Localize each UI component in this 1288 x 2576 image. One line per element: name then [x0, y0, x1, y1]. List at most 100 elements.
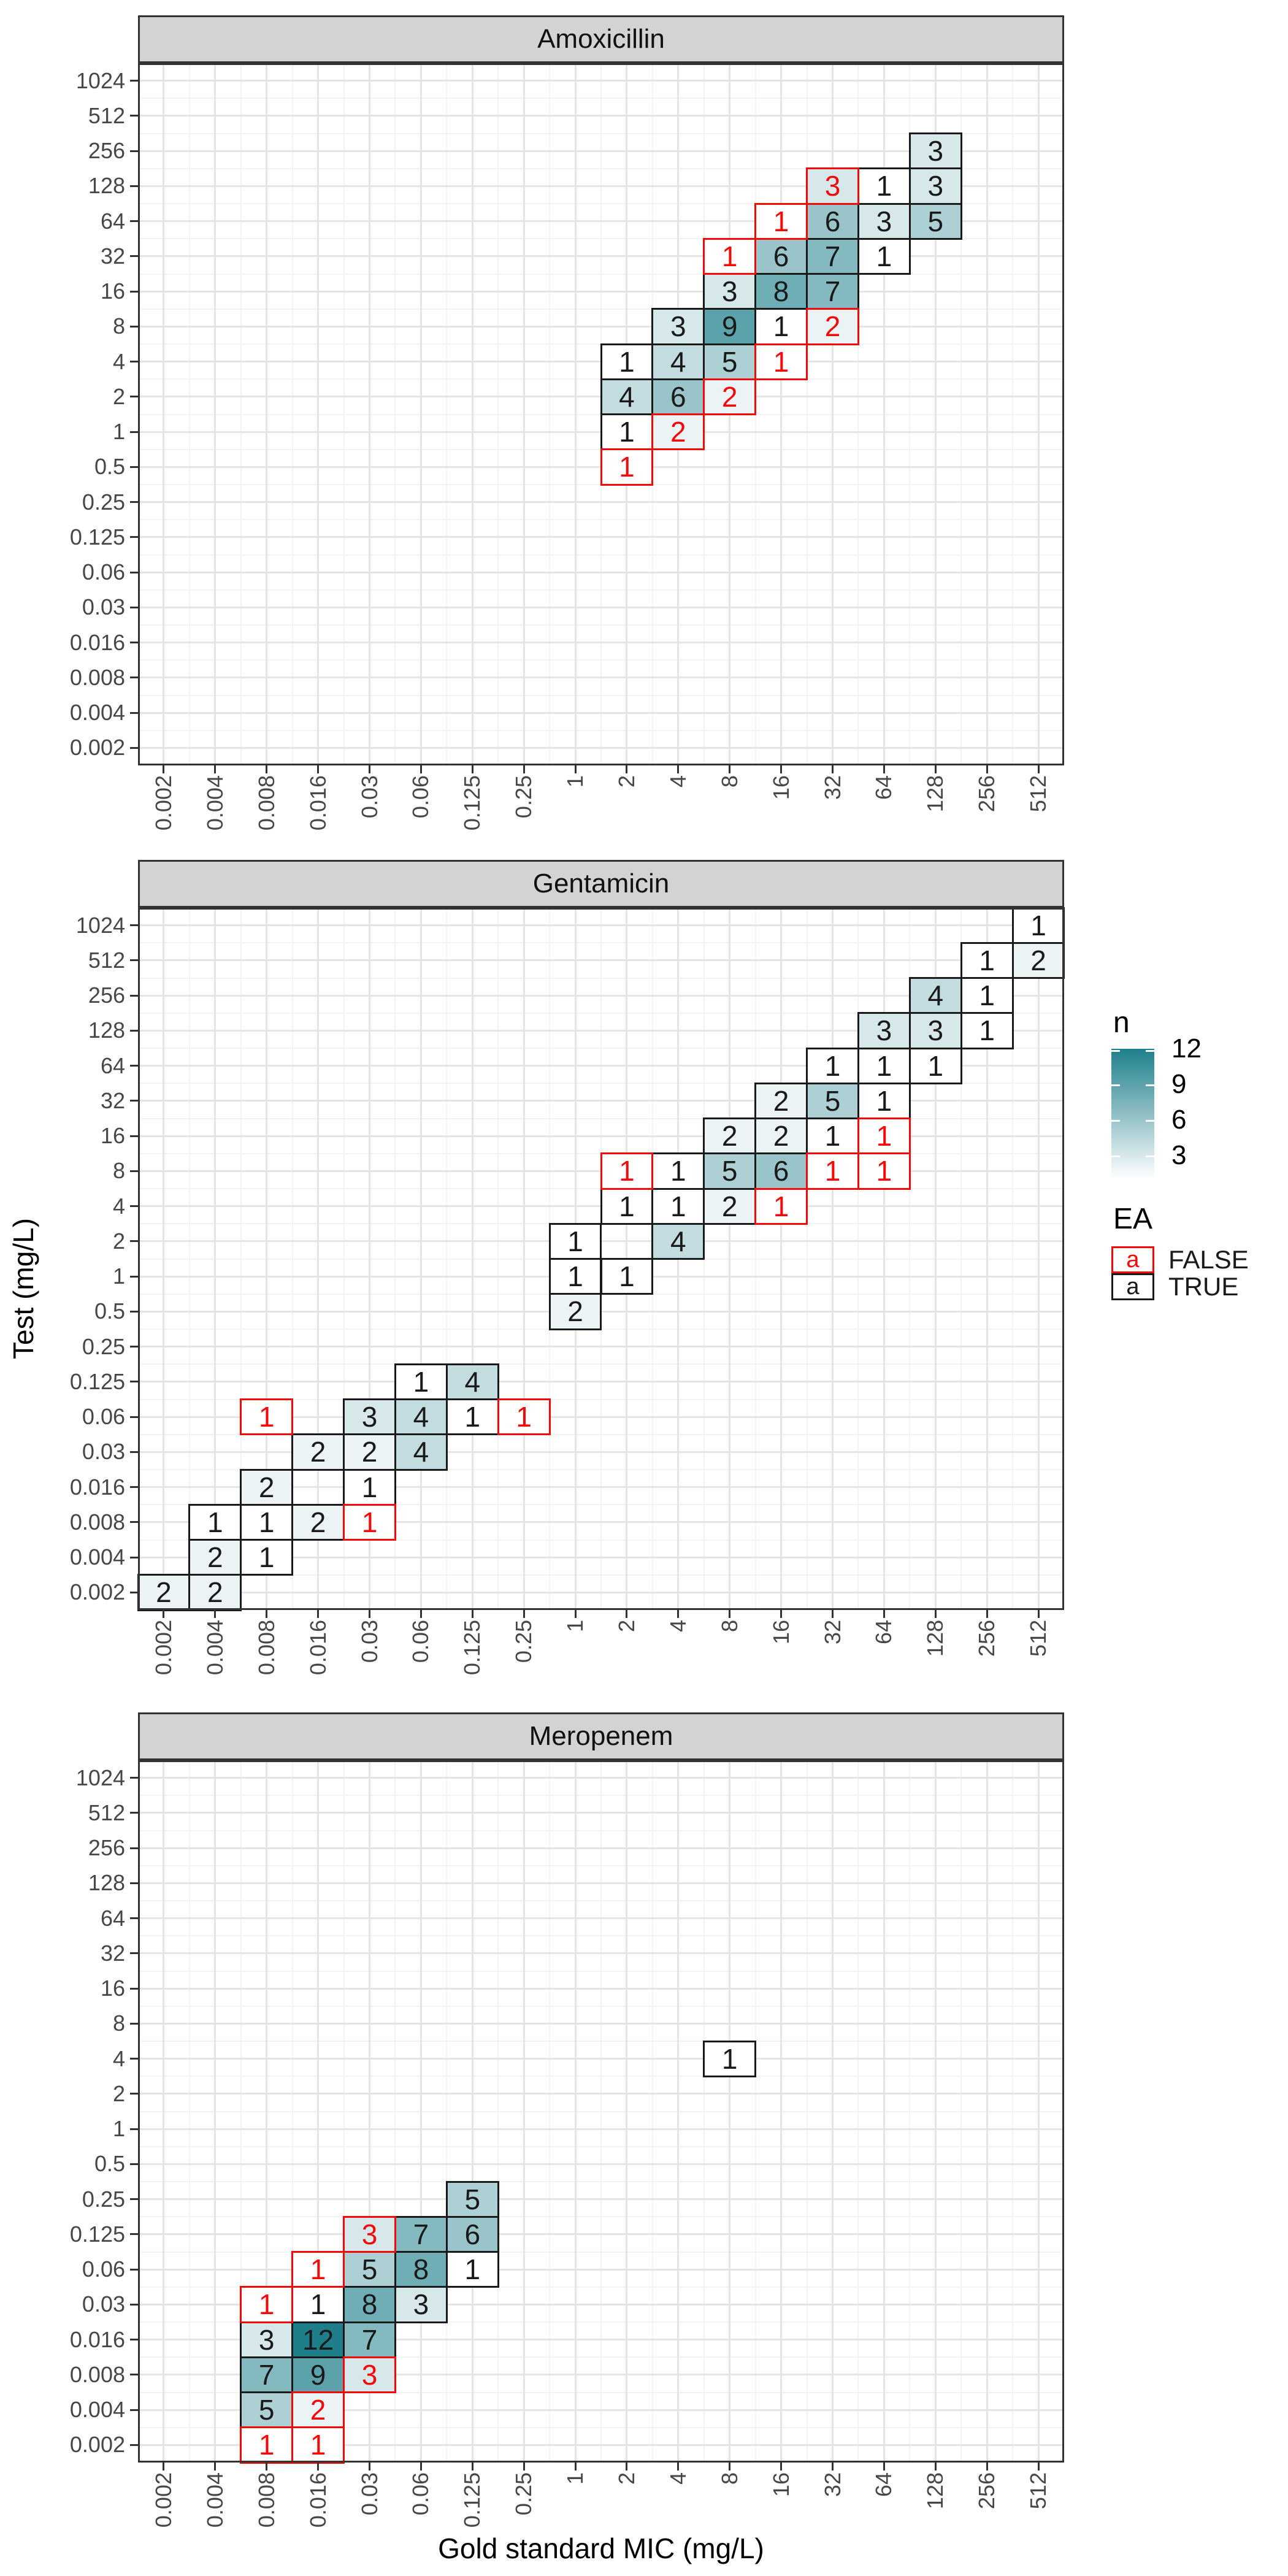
grid-major-v — [832, 63, 834, 765]
legend-tick-label: 12 — [1171, 1033, 1202, 1064]
mic-cell: 5 — [703, 1152, 757, 1190]
mic-cell: 1 — [548, 1258, 602, 1295]
legend-tick-mark — [1146, 1084, 1154, 1086]
x-tick-label: 128 — [922, 2472, 948, 2510]
facet-title: Amoxicillin — [537, 24, 665, 54]
x-tick — [934, 1610, 937, 1618]
y-tick-label: 0.002 — [69, 1579, 125, 1605]
grid-major-v — [574, 63, 577, 765]
cell-value: 1 — [413, 1365, 429, 1398]
mic-cell: 1 — [600, 413, 654, 451]
grid-major-v — [986, 63, 988, 765]
cell-value: 4 — [927, 979, 944, 1012]
mic-cell: 4 — [600, 378, 654, 415]
mic-cell: 3 — [908, 132, 962, 170]
mic-cell: 3 — [857, 202, 911, 240]
mic-cell: 2 — [548, 1293, 602, 1330]
y-tick — [130, 1486, 138, 1489]
cell-value: 2 — [361, 1436, 378, 1468]
y-tick — [130, 361, 138, 363]
y-tick-label: 256 — [88, 138, 125, 164]
legend-tick-mark — [1146, 1119, 1154, 1122]
grid-minor-h — [138, 1363, 1064, 1365]
cell-value: 4 — [413, 1436, 429, 1468]
grid-major-h — [138, 1952, 1064, 1955]
cell-value: 8 — [361, 2288, 378, 2321]
y-tick-label: 0.004 — [69, 700, 125, 726]
cell-value: 2 — [310, 2394, 326, 2426]
y-tick-label: 512 — [88, 102, 125, 128]
y-tick-label: 0.25 — [82, 2186, 125, 2212]
grid-major-v — [883, 1760, 885, 2463]
x-tick — [523, 765, 525, 773]
y-tick — [130, 2198, 138, 2201]
x-tick-label: 2 — [613, 2472, 639, 2485]
y-tick-label: 1 — [112, 1263, 125, 1289]
cell-value: 1 — [258, 1401, 275, 1433]
cell-value: 2 — [207, 1576, 223, 1609]
legend-tick-mark — [1111, 1050, 1120, 1052]
y-tick — [130, 2163, 138, 2165]
y-tick-label: 64 — [100, 1052, 125, 1078]
cell-value: 7 — [824, 275, 841, 308]
y-tick — [130, 2374, 138, 2376]
cell-value: 5 — [927, 205, 944, 237]
y-tick — [130, 1451, 138, 1453]
y-tick — [130, 924, 138, 927]
grid-minor-h — [138, 1048, 1064, 1049]
legend-n-title: n — [1113, 1006, 1130, 1039]
cell-value: 1 — [258, 1506, 275, 1538]
x-tick-label: 0.03 — [356, 2472, 382, 2516]
x-tick-label: 0.06 — [408, 2472, 434, 2516]
x-tick — [729, 765, 731, 773]
mic-cell: 1 — [651, 1152, 705, 1190]
y-tick-label: 256 — [88, 983, 125, 1008]
y-tick-label: 0.06 — [82, 559, 125, 585]
mic-cell: 3 — [651, 308, 705, 345]
grid-major-h — [138, 2303, 1064, 2306]
cell-value: 1 — [361, 1471, 378, 1503]
mic-cell: 1 — [240, 1503, 294, 1541]
mic-cell: 1 — [703, 237, 757, 275]
y-tick — [130, 994, 138, 997]
mic-cell: 8 — [394, 2251, 448, 2288]
mic-cell: 2 — [291, 1433, 345, 1471]
y-tick-label: 0.002 — [69, 735, 125, 761]
x-tick-label: 1 — [562, 775, 588, 788]
cell-value: 7 — [824, 240, 841, 272]
grid-major-h — [138, 1556, 1064, 1558]
mic-cell: 1 — [960, 977, 1014, 1014]
cell-value: 1 — [773, 345, 789, 378]
mic-cell: 3 — [703, 273, 757, 310]
y-tick-label: 0.125 — [69, 524, 125, 550]
grid-major-h — [138, 1135, 1064, 1137]
y-tick-label: 512 — [88, 947, 125, 973]
cell-value: 1 — [876, 1084, 892, 1117]
y-tick-label: 1024 — [75, 67, 125, 93]
x-tick-label: 0.016 — [305, 2472, 331, 2528]
cell-value: 2 — [721, 1190, 738, 1222]
cell-value: 4 — [619, 380, 635, 413]
grid-major-h — [138, 1100, 1064, 1102]
y-tick — [130, 1170, 138, 1172]
mic-cell: 1 — [600, 1258, 654, 1295]
x-tick-label: 4 — [665, 1620, 691, 1633]
y-tick — [130, 2303, 138, 2306]
mic-cell: 5 — [908, 202, 962, 240]
grid-major-v — [729, 1760, 731, 2463]
cell-value: 5 — [721, 1155, 738, 1187]
y-tick — [130, 1029, 138, 1032]
grid-major-v — [986, 908, 988, 1610]
mic-cell: 1 — [754, 202, 808, 240]
legend-tick-mark — [1146, 1155, 1154, 1157]
x-tick — [677, 765, 680, 773]
y-tick-label: 0.5 — [94, 2151, 125, 2177]
grid-major-h — [138, 1381, 1064, 1383]
grid-major-h — [138, 1591, 1064, 1593]
cell-value: 3 — [876, 1014, 892, 1047]
cell-value: 1 — [258, 2288, 275, 2321]
x-tick-label: 0.125 — [459, 1620, 485, 1676]
cell-value: 4 — [464, 1365, 481, 1398]
y-tick — [130, 80, 138, 82]
